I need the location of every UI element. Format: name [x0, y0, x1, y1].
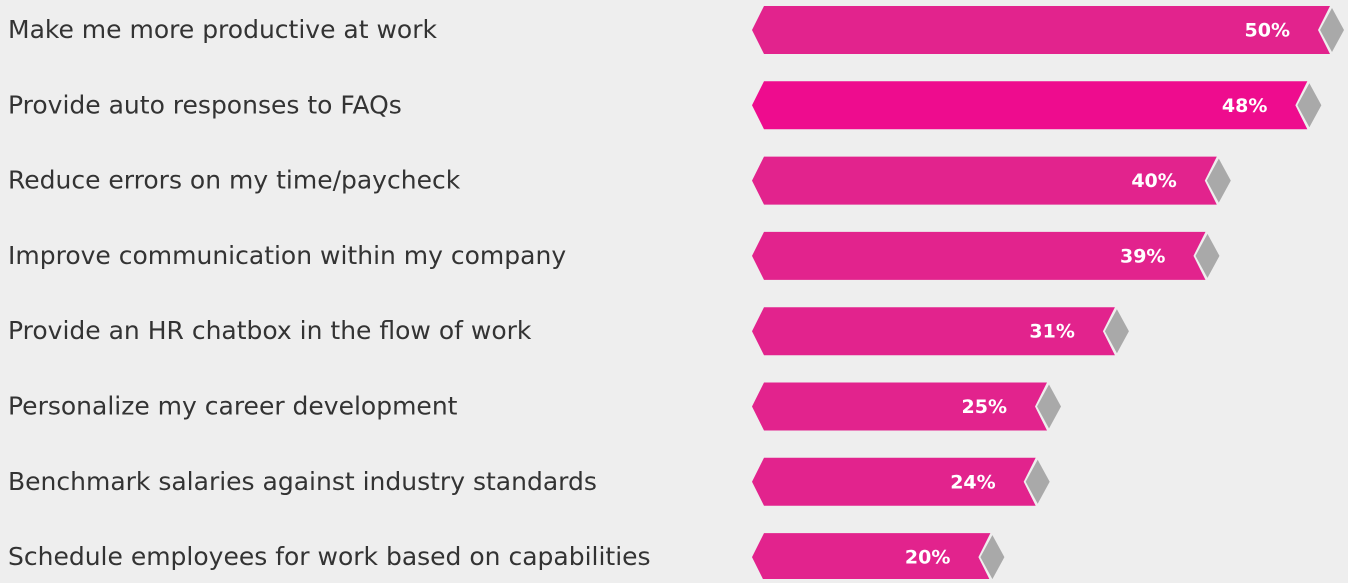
bar [752, 307, 1115, 356]
bar-cap [1297, 83, 1322, 128]
value-label: 31% [1029, 321, 1074, 343]
bar-cap [1037, 384, 1061, 429]
value-label: 25% [962, 396, 1007, 418]
category-label: Improve communication within my company [8, 241, 566, 270]
category-label: Schedule employees for work based on cap… [8, 542, 651, 571]
bar [752, 6, 1330, 54]
category-label: Benchmark salaries against industry stan… [8, 467, 597, 496]
bar [752, 533, 991, 582]
value-label: 20% [905, 547, 950, 569]
value-label: 39% [1120, 245, 1165, 267]
category-label: Provide an HR chatbox in the flow of wor… [8, 316, 532, 345]
bar-cap [980, 535, 1005, 580]
bar-cap [1206, 158, 1231, 203]
bar [752, 81, 1308, 130]
bar-cap [1025, 459, 1050, 504]
category-label: Reduce errors on my time/paycheck [8, 166, 461, 195]
bar-cap [1104, 309, 1129, 354]
value-label: 48% [1222, 95, 1267, 117]
category-label: Personalize my career development [8, 392, 458, 421]
bar-cap [1320, 8, 1344, 52]
value-label: 40% [1131, 170, 1176, 192]
bar [752, 231, 1206, 280]
bar [752, 382, 1047, 431]
bar-cap [1195, 233, 1220, 278]
value-label: 50% [1245, 20, 1290, 42]
bar [752, 156, 1217, 205]
value-label: 24% [950, 471, 995, 493]
bar [752, 457, 1036, 506]
category-label: Provide auto responses to FAQs [8, 90, 402, 119]
category-label: Make me more productive at work [8, 15, 438, 44]
